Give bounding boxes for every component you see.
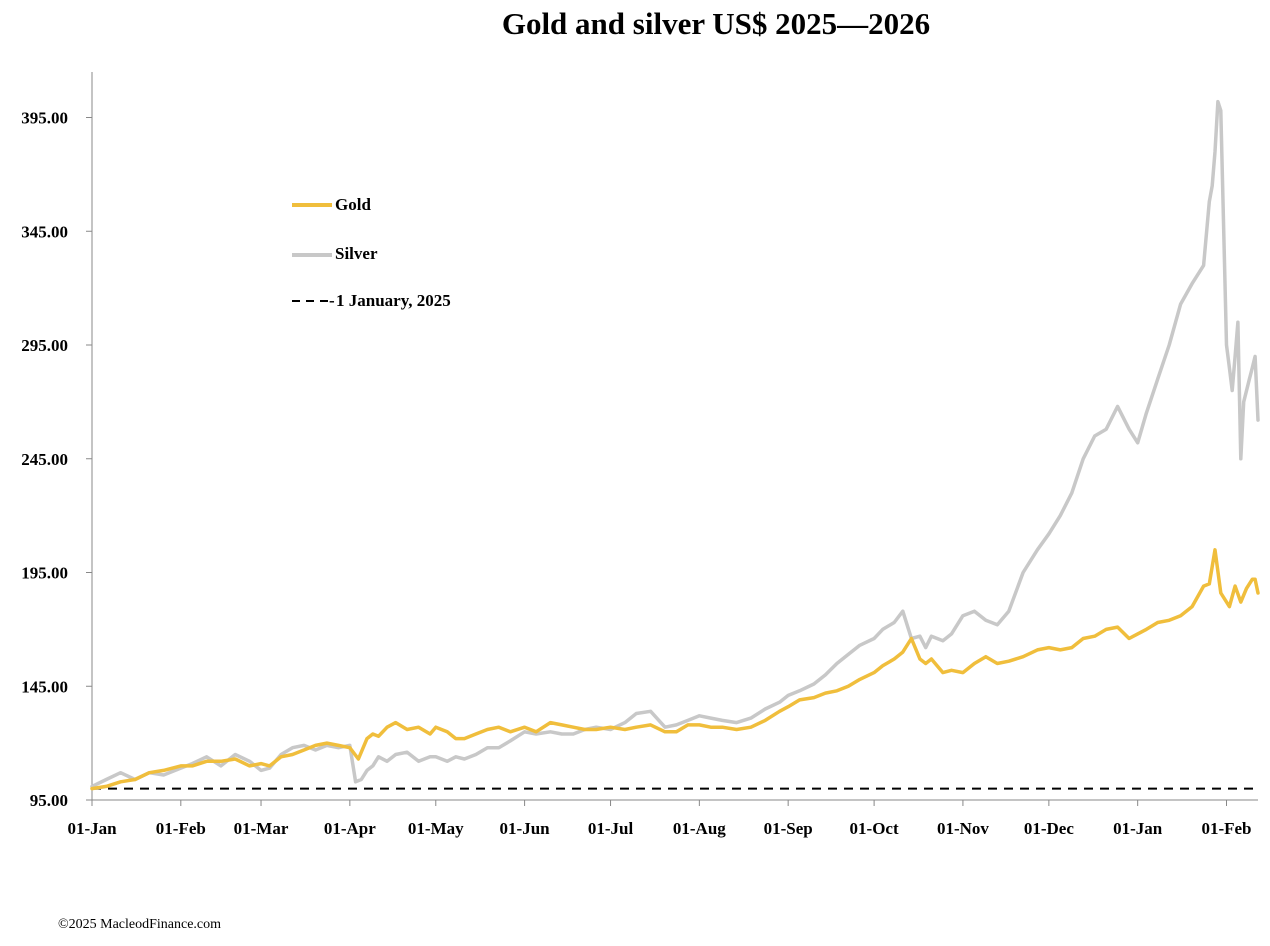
chart-title: Gold and silver US$ 2025—2026: [502, 6, 930, 41]
x-tick-label: 01-Feb: [156, 819, 206, 838]
copyright-footer: ©2025 MacleodFinance.com: [58, 917, 221, 932]
series-layer: [90, 99, 1260, 791]
y-ticks: 95.00 145.00 195.00 245.00 295.00 345.00 395.0…: [21, 109, 92, 810]
y-tick-label: 95.00: [30, 791, 68, 810]
y-tick-label: 245.00: [21, 450, 68, 469]
x-tick-label: 01-Aug: [673, 819, 726, 838]
x-tick-label: 01-Jul: [588, 819, 634, 838]
y-tick-label: 295.00: [21, 336, 68, 355]
legend-label-silver: Silver: [335, 244, 378, 263]
legend-label-gold: Gold: [335, 195, 371, 214]
x-tick-label: 01-Jun: [500, 819, 551, 838]
x-tick-label: 01-Jan: [1113, 819, 1163, 838]
silver-series-line: [90, 99, 1260, 789]
x-tick-label: 01-Sep: [764, 819, 813, 838]
x-tick-label: 01-Apr: [324, 819, 376, 838]
legend-dash-glyph: -: [329, 291, 335, 310]
legend-label-baseline: 1 January, 2025: [336, 291, 451, 310]
gold-series-line: [90, 548, 1260, 791]
x-ticks: 01-Jan 01-Feb 01-Mar 01-Apr 01-May 01-Jun 01-J…: [67, 800, 1252, 838]
x-tick-label: 01-Jan: [67, 819, 117, 838]
x-tick-label: 01-Mar: [234, 819, 289, 838]
legend: Gold Silver - 1 January, 2025: [292, 195, 451, 310]
axes: [91, 72, 1258, 801]
x-tick-label: 01-Dec: [1024, 819, 1074, 838]
y-tick-label: 195.00: [21, 564, 68, 583]
x-tick-label: 01-May: [408, 819, 464, 838]
y-tick-label: 395.00: [21, 109, 68, 128]
x-tick-label: 01-Oct: [850, 819, 899, 838]
y-tick-label: 345.00: [21, 222, 68, 241]
y-tick-label: 145.00: [21, 677, 68, 696]
x-tick-label: 01-Feb: [1201, 819, 1251, 838]
x-tick-label: 01-Nov: [937, 819, 989, 838]
